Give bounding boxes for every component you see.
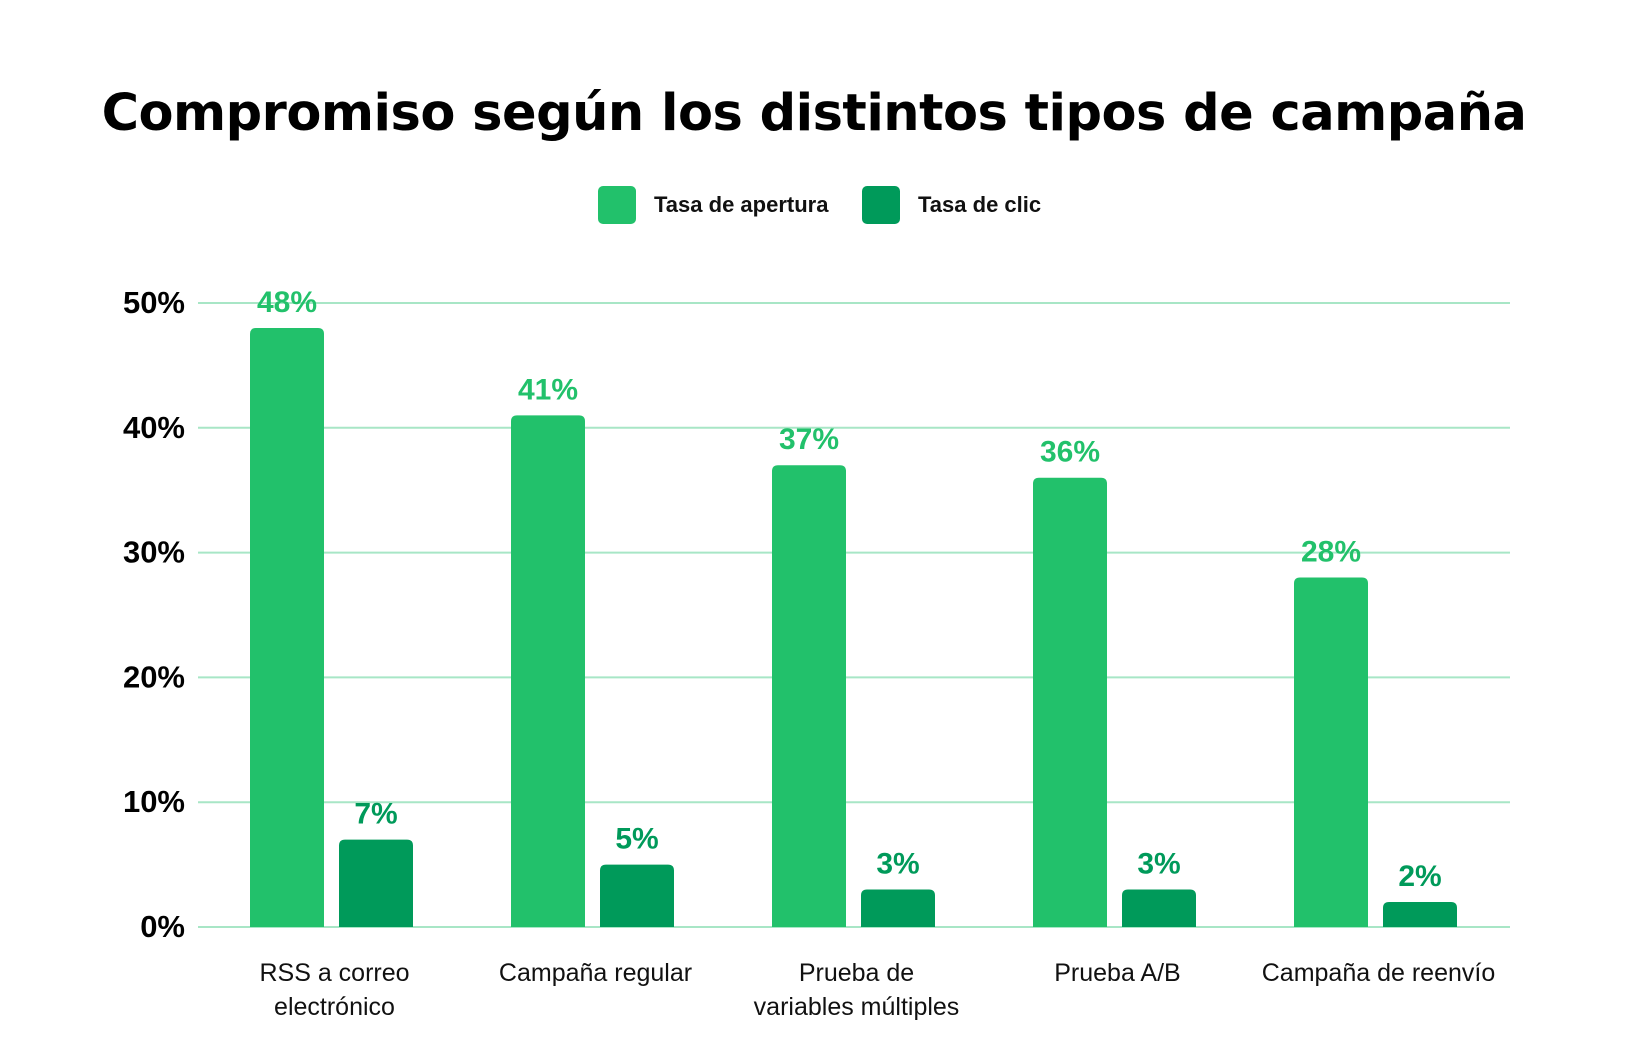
x-tick-label: RSS a correo bbox=[259, 959, 409, 987]
data-label: 36% bbox=[1040, 436, 1100, 469]
chart-title: Compromiso según los distintos tipos de … bbox=[101, 84, 1527, 143]
bar bbox=[1294, 577, 1368, 927]
legend-label-click-rate: Tasa de clic bbox=[918, 192, 1042, 217]
data-label: 28% bbox=[1301, 536, 1361, 569]
data-label: 2% bbox=[1398, 860, 1441, 893]
bar bbox=[772, 465, 846, 927]
bar bbox=[339, 839, 413, 927]
x-tick-label: Campaña de reenvío bbox=[1262, 959, 1495, 987]
legend-item-open-rate: Tasa de apertura bbox=[598, 185, 828, 225]
data-label: 7% bbox=[354, 798, 397, 831]
x-tick-label: variables múltiples bbox=[754, 993, 960, 1021]
legend-swatch-click-rate bbox=[862, 186, 900, 224]
x-tick-label: electrónico bbox=[274, 993, 395, 1021]
legend-swatch-open-rate bbox=[598, 186, 636, 224]
y-tick-label: 40% bbox=[123, 410, 185, 445]
bar bbox=[600, 864, 674, 927]
data-label: 41% bbox=[518, 373, 578, 406]
x-tick-label: Campaña regular bbox=[499, 959, 692, 987]
y-tick-label: 0% bbox=[140, 909, 185, 944]
legend-item-click-rate: Tasa de clic bbox=[862, 185, 1041, 225]
legend-label-open-rate: Tasa de apertura bbox=[654, 192, 829, 217]
data-label: 3% bbox=[1137, 848, 1180, 881]
bar bbox=[1033, 477, 1107, 927]
bar bbox=[1122, 889, 1196, 927]
x-tick-label: Prueba A/B bbox=[1054, 959, 1180, 987]
data-label: 3% bbox=[876, 848, 919, 881]
bar bbox=[511, 415, 585, 927]
y-tick-label: 10% bbox=[123, 784, 185, 819]
data-label: 37% bbox=[779, 423, 839, 456]
y-tick-label: 50% bbox=[123, 285, 185, 320]
legend: Tasa de apertura Tasa de clic bbox=[0, 185, 1628, 225]
bar bbox=[1383, 902, 1457, 927]
bar bbox=[250, 327, 324, 928]
x-tick-label: Prueba de bbox=[799, 959, 914, 987]
data-label: 5% bbox=[615, 823, 658, 856]
y-tick-label: 30% bbox=[123, 535, 185, 570]
y-tick-label: 20% bbox=[123, 659, 185, 694]
bar bbox=[861, 889, 935, 927]
data-label: 48% bbox=[257, 286, 317, 319]
